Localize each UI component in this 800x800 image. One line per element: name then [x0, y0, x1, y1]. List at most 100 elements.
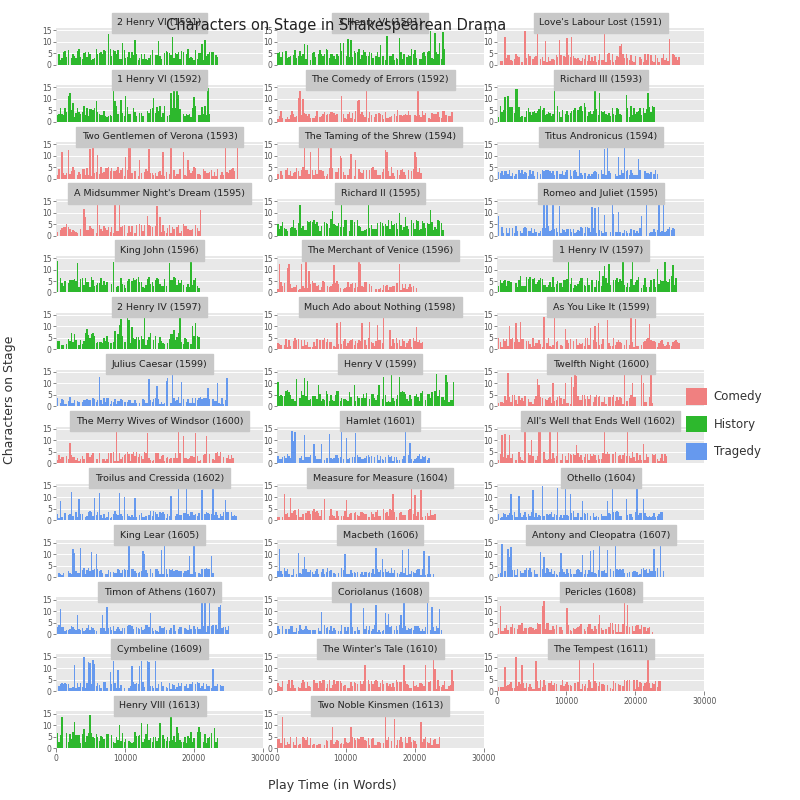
Bar — [591, 572, 593, 577]
Bar — [529, 230, 530, 235]
Bar — [167, 514, 169, 520]
Bar — [172, 334, 173, 350]
Bar — [93, 398, 94, 406]
Bar — [450, 400, 451, 406]
Bar — [548, 398, 549, 406]
Bar — [181, 626, 182, 634]
Bar — [509, 513, 510, 520]
Bar — [553, 277, 554, 293]
Bar — [509, 107, 510, 122]
Bar — [397, 682, 398, 691]
Bar — [534, 570, 535, 577]
Bar — [385, 457, 386, 463]
Bar — [190, 512, 192, 520]
Bar — [538, 340, 540, 350]
Bar — [638, 277, 639, 293]
Bar — [203, 626, 204, 634]
Bar — [410, 395, 411, 406]
Bar — [537, 172, 538, 178]
Title: Troilus and Cressida (1602): Troilus and Cressida (1602) — [95, 474, 224, 482]
Bar — [357, 397, 358, 406]
Bar — [510, 626, 512, 634]
Bar — [551, 347, 552, 350]
Bar — [377, 223, 378, 235]
Bar — [78, 172, 80, 178]
Bar — [327, 286, 329, 293]
Bar — [626, 94, 627, 122]
Bar — [507, 96, 509, 122]
Bar — [644, 570, 646, 577]
Bar — [178, 734, 179, 748]
Bar — [136, 225, 138, 235]
Bar — [290, 56, 291, 65]
Bar — [398, 38, 400, 65]
Bar — [402, 550, 403, 577]
Bar — [304, 738, 305, 748]
Bar — [215, 453, 217, 463]
Bar — [517, 517, 518, 520]
Bar — [585, 570, 586, 577]
Bar — [209, 686, 210, 691]
Bar — [136, 574, 138, 577]
Bar — [431, 393, 433, 406]
Bar — [545, 114, 546, 122]
Bar — [126, 318, 128, 350]
Bar — [75, 232, 77, 235]
Bar — [410, 629, 411, 634]
Bar — [546, 62, 548, 65]
Bar — [420, 722, 422, 748]
Bar — [299, 458, 301, 463]
Bar — [581, 278, 582, 293]
Bar — [369, 746, 370, 748]
Bar — [372, 343, 374, 350]
Bar — [111, 343, 113, 350]
Bar — [151, 50, 153, 65]
Bar — [360, 681, 361, 691]
Bar — [512, 338, 514, 350]
Bar — [583, 513, 585, 520]
Bar — [77, 108, 78, 122]
Bar — [350, 220, 352, 235]
Bar — [428, 394, 430, 406]
Bar — [66, 630, 67, 634]
Bar — [391, 116, 392, 122]
Bar — [327, 627, 329, 634]
Bar — [400, 392, 402, 406]
Bar — [125, 157, 126, 178]
Bar — [291, 111, 293, 122]
Bar — [614, 512, 616, 520]
Bar — [324, 626, 326, 634]
Bar — [551, 59, 552, 65]
Bar — [111, 630, 113, 634]
Bar — [158, 517, 159, 520]
Bar — [369, 170, 370, 178]
Bar — [566, 170, 568, 178]
Bar — [72, 103, 74, 122]
Bar — [217, 515, 218, 520]
Bar — [123, 50, 125, 65]
Bar — [367, 680, 369, 691]
Bar — [119, 202, 120, 235]
Bar — [644, 54, 646, 65]
Bar — [70, 454, 72, 463]
Bar — [102, 173, 103, 178]
Bar — [635, 397, 636, 406]
Bar — [176, 727, 178, 748]
Bar — [398, 377, 400, 406]
Bar — [80, 459, 82, 463]
Bar — [638, 460, 639, 463]
Bar — [319, 517, 321, 520]
Bar — [158, 172, 159, 178]
Bar — [532, 404, 534, 406]
Bar — [314, 282, 316, 293]
Bar — [388, 170, 389, 178]
Bar — [167, 342, 169, 350]
Bar — [169, 630, 170, 634]
Bar — [335, 172, 336, 178]
Bar — [532, 59, 534, 65]
Bar — [504, 514, 506, 520]
Bar — [537, 282, 538, 293]
Bar — [210, 688, 212, 691]
Bar — [523, 682, 524, 691]
Bar — [367, 738, 369, 748]
